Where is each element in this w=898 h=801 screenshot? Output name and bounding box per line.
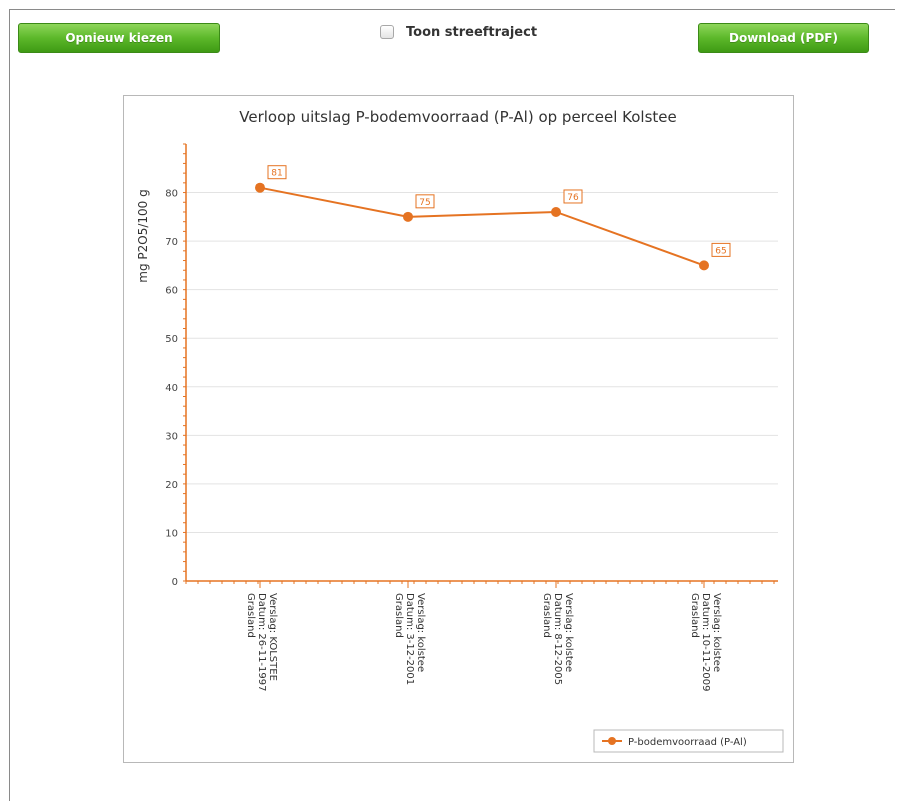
y-tick-label: 60 [165,286,178,297]
data-point [551,206,561,217]
y-tick-label: 30 [165,431,178,442]
x-tick-label: Grasland [393,593,404,638]
y-tick-label: 70 [165,237,178,248]
data-label-box [563,189,583,204]
y-tick-label: 50 [165,334,178,345]
y-tick-label: 80 [165,189,178,200]
series-line [259,186,705,267]
y-tick-label: 0 [172,577,178,588]
x-tick-label: Verslag: kolstee [711,593,722,672]
x-tick-label: Grasland [245,593,256,638]
x-tick-label: Grasland [689,593,700,638]
legend-box [593,729,784,753]
x-tick-label: Verslag: kolstee [563,593,574,672]
x-tick-label: Grasland [541,593,552,638]
data-label-box [711,242,731,257]
target-range-label: Toon streeftraject [406,24,538,40]
x-tick-label: Datum: 26-11-1997 [256,593,267,692]
chart-title: Verloop uitslag P-bodemvoorraad (P-Al) o… [239,108,676,126]
x-tick-label: Datum: 10-11-2009 [700,593,711,692]
data-label: 65 [715,246,726,256]
y-tick-label: 40 [165,383,178,394]
y-axis-label: mg P2O5/100 g [136,189,150,282]
y-tick-label: 10 [165,528,178,539]
legend-label: P-bodemvoorraad (P-Al) [628,737,747,748]
target-range-toggle[interactable]: Toon streeftraject [380,22,537,42]
x-tick-label: Datum: 8-12-2005 [552,593,563,685]
x-tick-label: Datum: 3-12-2001 [404,593,415,685]
line-chart: Verloop uitslag P-bodemvoorraad (P-Al) o… [136,108,784,753]
x-tick-label: Verslag: kolstee [415,593,426,672]
data-point [255,182,265,193]
data-label: 75 [419,198,430,208]
data-point [403,211,413,222]
y-tick-label: 20 [165,480,178,491]
target-range-checkbox[interactable] [380,25,394,39]
data-point [699,260,709,271]
content-frame [9,9,895,801]
data-label-box [415,194,435,209]
data-label: 76 [567,193,579,203]
x-tick-label: Verslag: KOLSTEE [267,593,278,681]
legend-marker [608,737,616,745]
chart-panel: Verloop uitslag P-bodemvoorraad (P-Al) o… [123,95,794,763]
data-label: 81 [271,169,282,179]
reselect-button[interactable]: Opnieuw kiezen [18,23,220,53]
download-pdf-button[interactable]: Download (PDF) [698,23,869,53]
data-label-box [267,165,287,180]
